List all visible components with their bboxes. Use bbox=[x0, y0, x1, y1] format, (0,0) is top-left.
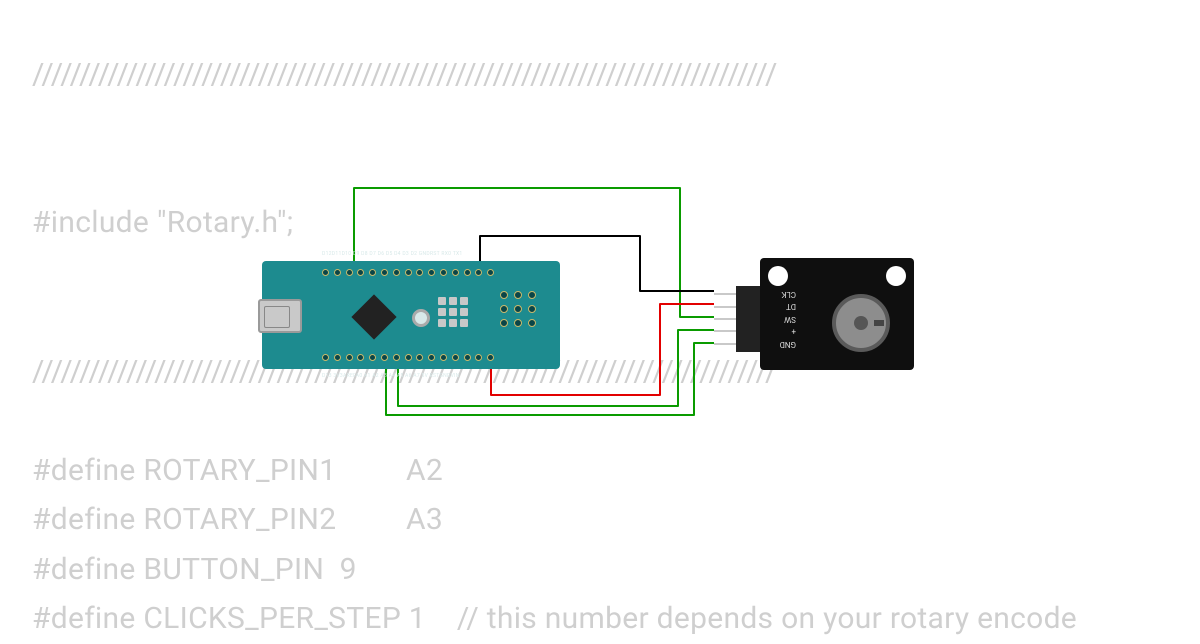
pin-hole bbox=[369, 354, 376, 361]
pin-hole bbox=[440, 269, 447, 276]
rotary-encoder-module: GND + SW DT CLK bbox=[760, 258, 914, 370]
pin-hole bbox=[346, 269, 353, 276]
microcontroller-chip bbox=[351, 294, 396, 339]
encoder-pin-labels: GND + SW DT CLK bbox=[780, 288, 796, 351]
bottom-pin-row bbox=[322, 354, 494, 361]
pin-hole bbox=[405, 354, 412, 361]
pin-hole bbox=[405, 269, 412, 276]
pin-hole bbox=[322, 269, 329, 276]
pin-hole bbox=[416, 269, 423, 276]
wire-layer bbox=[0, 0, 1200, 630]
mounting-hole bbox=[886, 266, 906, 286]
pin-hole bbox=[334, 269, 341, 276]
encoder-pin-clk bbox=[714, 343, 736, 345]
status-leds bbox=[438, 297, 466, 337]
pin-hole bbox=[475, 354, 482, 361]
encoder-pin-vcc bbox=[714, 306, 736, 308]
arduino-nano: D12D11D10 D9 D8 D7 D6 D5 D4 D3 D2 GNDRST… bbox=[262, 261, 560, 369]
pin-hole bbox=[393, 269, 400, 276]
pin-hole bbox=[357, 269, 364, 276]
pin-hole bbox=[381, 269, 388, 276]
top-pin-row bbox=[322, 269, 494, 276]
encoder-pin-header bbox=[736, 286, 760, 352]
pin-hole bbox=[452, 269, 459, 276]
top-pin-labels: D12D11D10 D9 D8 D7 D6 D5 D4 D3 D2 GNDRST… bbox=[322, 251, 463, 257]
pin-hole bbox=[416, 354, 423, 361]
proto-holes bbox=[500, 291, 546, 339]
usb-connector bbox=[258, 299, 302, 333]
pin-hole bbox=[346, 354, 353, 361]
encoder-pin-sw bbox=[714, 318, 736, 320]
pin-hole bbox=[440, 354, 447, 361]
circuit-diagram: D12D11D10 D9 D8 D7 D6 D5 D4 D3 D2 GNDRST… bbox=[0, 0, 1200, 630]
pin-hole bbox=[428, 269, 435, 276]
pin-hole bbox=[322, 354, 329, 361]
pin-hole bbox=[428, 354, 435, 361]
reset-button bbox=[412, 309, 430, 327]
pin-hole bbox=[464, 354, 471, 361]
pin-hole bbox=[475, 269, 482, 276]
pin-hole bbox=[357, 354, 364, 361]
pin-hole bbox=[487, 354, 494, 361]
encoder-knob bbox=[832, 294, 890, 352]
pin-hole bbox=[464, 269, 471, 276]
pin-hole bbox=[381, 354, 388, 361]
encoder-pin-gnd bbox=[714, 293, 736, 295]
pin-hole bbox=[369, 269, 376, 276]
pin-hole bbox=[334, 354, 341, 361]
pin-hole bbox=[452, 354, 459, 361]
pin-hole bbox=[393, 354, 400, 361]
pin-hole bbox=[487, 269, 494, 276]
encoder-pin-dt bbox=[714, 330, 736, 332]
bottom-pin-labels: D13 3V3AREFA0 A1 A2 A3 A4 A5 A6 A7 5V RS… bbox=[322, 373, 460, 379]
mounting-hole bbox=[768, 266, 788, 286]
